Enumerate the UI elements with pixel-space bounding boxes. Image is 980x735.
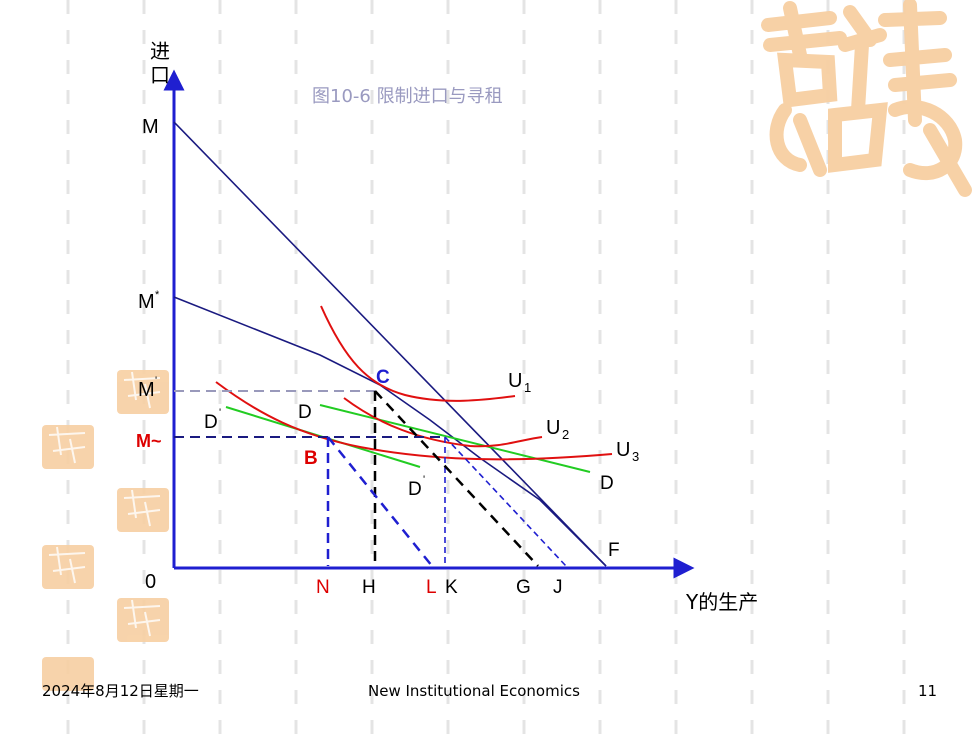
label-x-K: K bbox=[445, 577, 458, 598]
label-x-J: J bbox=[553, 577, 563, 598]
footer-date: 2024年8月12日星期一 bbox=[42, 682, 199, 700]
svg-text:1: 1 bbox=[524, 380, 531, 395]
label-Dprime-left: D ' bbox=[204, 407, 221, 433]
svg-text:*: * bbox=[155, 289, 160, 301]
indifference-curve-U1 bbox=[320, 305, 516, 402]
footer-page-number: 11 bbox=[918, 682, 937, 700]
label-point-C: C bbox=[376, 367, 390, 388]
svg-text:U: U bbox=[616, 439, 630, 461]
svg-text:M: M bbox=[138, 291, 155, 313]
origin-label: 0 bbox=[145, 571, 156, 593]
label-D-upper: D bbox=[298, 402, 312, 423]
label-M: M bbox=[142, 116, 159, 138]
label-U3: U 3 bbox=[616, 439, 639, 464]
svg-text:D: D bbox=[204, 412, 218, 433]
footer-course: New Institutional Economics bbox=[368, 682, 580, 700]
frontier-Mstar-F bbox=[173, 296, 607, 567]
svg-text:3: 3 bbox=[632, 449, 639, 464]
label-x-N: N bbox=[316, 577, 330, 598]
frontier-M-F bbox=[173, 121, 607, 567]
indifference-curve-U2 bbox=[343, 397, 543, 448]
label-D-right: D bbox=[600, 473, 614, 494]
label-U2: U 2 bbox=[546, 417, 569, 442]
y-axis-label-line1: 进 bbox=[150, 39, 170, 63]
label-U1: U 1 bbox=[508, 370, 531, 395]
svg-text:2: 2 bbox=[562, 427, 569, 442]
dashed-diagonal-B-L bbox=[327, 436, 433, 567]
decorative-seal-large bbox=[761, 0, 972, 197]
label-Dprime-lower: D ' bbox=[408, 474, 425, 500]
label-x-H: H bbox=[362, 577, 376, 598]
label-M-prime: M ' bbox=[138, 375, 157, 401]
price-line-D-D bbox=[319, 404, 591, 473]
y-axis-label-line2: 口 bbox=[150, 63, 170, 87]
svg-text:D: D bbox=[408, 479, 422, 500]
svg-text:M: M bbox=[138, 379, 155, 401]
dashed-diagonal-C-G bbox=[374, 390, 539, 567]
label-x-L: L bbox=[426, 577, 437, 598]
decorative-stamps bbox=[42, 370, 169, 691]
decorative-stamp-strokes bbox=[48, 371, 161, 637]
dashed-diagonal-K-J bbox=[444, 436, 567, 567]
label-x-G: G bbox=[516, 577, 531, 598]
label-M-tilde: M~ bbox=[136, 431, 162, 451]
svg-text:': ' bbox=[219, 407, 221, 419]
svg-text:': ' bbox=[423, 474, 425, 486]
x-axis-label: Y的生产 bbox=[685, 590, 758, 614]
svg-text:U: U bbox=[546, 417, 560, 439]
label-x-F: F bbox=[608, 540, 620, 561]
indifference-curve-U3 bbox=[215, 381, 613, 461]
label-M-star: M * bbox=[138, 289, 160, 313]
diagram-title: 图10-6 限制进口与寻租 bbox=[312, 86, 503, 107]
label-point-B: B bbox=[304, 448, 318, 469]
svg-text:': ' bbox=[155, 375, 157, 387]
svg-text:U: U bbox=[508, 370, 522, 392]
